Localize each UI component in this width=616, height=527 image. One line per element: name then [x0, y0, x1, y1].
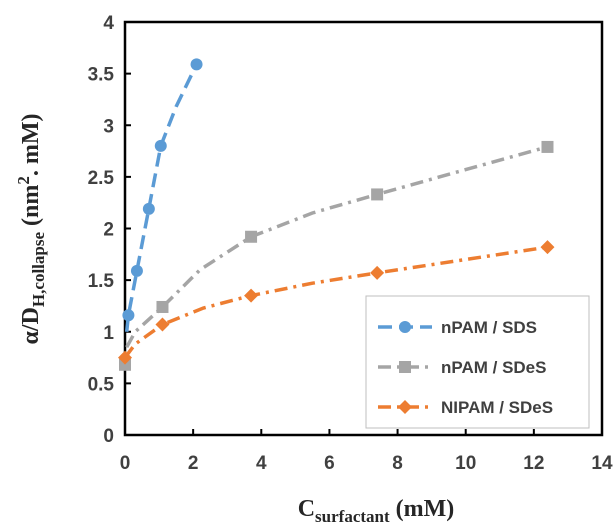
x-tick-label: 0: [120, 453, 131, 474]
x-tick-label: 14: [591, 453, 613, 474]
series-nipam-sdes: [118, 240, 555, 365]
series-npam-sds: [122, 58, 203, 332]
legend-label: nPAM / SDS: [441, 318, 537, 337]
x-axis-title-main: C: [298, 496, 315, 522]
data-point: [245, 230, 258, 243]
legend-marker: [399, 321, 411, 333]
data-point: [155, 317, 170, 332]
y-tick-label: 3.5: [88, 65, 115, 86]
data-point: [371, 188, 384, 201]
series-trend-line: [124, 63, 199, 332]
data-point: [370, 265, 385, 280]
series-npam-sdes: [119, 140, 554, 371]
series-layer: [118, 58, 555, 371]
x-tick-label: 10: [455, 453, 476, 474]
data-point: [142, 202, 155, 215]
y-axis-title: α/DH,collapse (nm2. mM): [14, 114, 48, 345]
data-point: [118, 350, 132, 365]
x-tick-label: 4: [256, 453, 267, 474]
y-tick-label: 1: [103, 323, 114, 344]
y-axis-title-unit-close: . mM): [18, 114, 44, 177]
data-point: [244, 288, 259, 303]
legend-label: NIPAM / SDeS: [441, 398, 553, 417]
y-axis-title-sub: H,collapse: [29, 232, 48, 308]
y-axis-title-sup: 2: [14, 176, 33, 185]
legend-marker: [398, 400, 412, 414]
y-tick-label: 3: [103, 116, 114, 137]
y-tick-label: 2: [103, 220, 114, 241]
legend-item: nPAM / SDeS: [378, 358, 546, 377]
data-point: [156, 300, 169, 313]
x-axis-title-sub: surfactant: [315, 507, 390, 526]
data-point: [541, 140, 554, 153]
y-tick-label: 2.5: [88, 168, 115, 189]
y-axis-title-main: α/D: [18, 307, 44, 344]
data-point: [190, 58, 203, 71]
x-tick-label: 6: [324, 453, 335, 474]
x-tick-label: 12: [523, 453, 544, 474]
data-point: [540, 240, 555, 255]
axes: [123, 20, 604, 437]
data-point: [119, 358, 131, 371]
legend: nPAM / SDS nPAM / SDeS NIPAM / SDeS: [365, 295, 590, 429]
y-tick-labels: 0 0.5 1 1.5 2 2.5 3 3.5 4: [88, 13, 115, 447]
legend-item: NIPAM / SDeS: [378, 398, 553, 417]
x-axis-title-unit: (mM): [390, 496, 455, 522]
legend-item: nPAM / SDS: [378, 318, 537, 337]
y-tick-label: 0.5: [88, 374, 115, 395]
x-tick-labels: 0 2 4 6 8 10 12 14: [120, 453, 613, 474]
data-point: [130, 264, 143, 277]
legend-label: nPAM / SDeS: [441, 358, 546, 377]
data-point: [154, 139, 167, 152]
y-axis-title-unit-open: (nm: [18, 185, 44, 232]
legend-marker: [399, 361, 411, 373]
x-tick-label: 8: [392, 453, 403, 474]
y-tick-label: 0: [103, 426, 114, 447]
data-point: [122, 309, 135, 322]
x-tick-label: 2: [188, 453, 199, 474]
x-axis-title: Csurfactant (mM): [298, 496, 455, 526]
y-tick-label: 1.5: [88, 271, 115, 292]
y-tick-label: 4: [103, 13, 114, 34]
